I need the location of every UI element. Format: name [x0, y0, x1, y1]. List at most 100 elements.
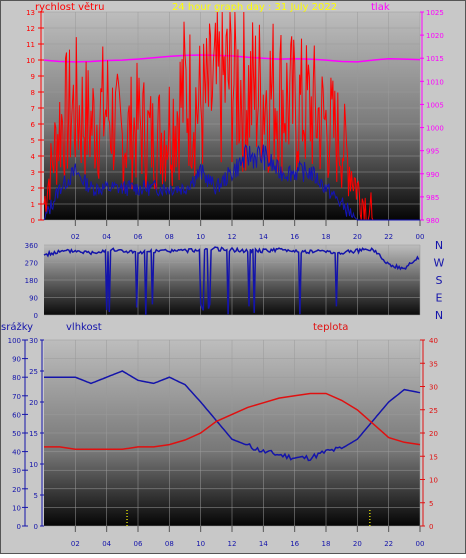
wind-gust-series [43, 11, 420, 221]
pressure-tick-label: 1020 [426, 32, 444, 40]
pressure-tick-label: 1025 [426, 9, 444, 17]
compass-label: W [434, 257, 445, 270]
wind-speed-tick-label: 10 [26, 57, 35, 65]
precip-tick-label: 50 [12, 430, 21, 438]
time-tick-label: 18 [322, 233, 331, 241]
wind-speed-tick-label: 2 [31, 185, 35, 193]
time-tick-label: 04 [102, 540, 111, 548]
direction-tick-label: 360 [25, 242, 38, 250]
pressure-tick-label: 990 [426, 171, 439, 179]
chart-title: 24 hour graph day : 31 July 2022 [172, 2, 337, 13]
temperature-tick-label: 40 [429, 337, 438, 345]
precip-tick-label: 70 [12, 393, 21, 401]
pressure-tick-label: 995 [426, 148, 439, 156]
wind-speed-label: rychlost větru [35, 1, 105, 13]
pressure-tick-label: 980 [426, 217, 439, 225]
time-tick-label: 12 [228, 540, 237, 548]
time-tick-label: 20 [353, 540, 362, 548]
precip-tick-label: 90 [12, 356, 21, 364]
time-tick-label: 14 [259, 540, 268, 548]
time-tick-label: 16 [290, 233, 299, 241]
time-tick-label: 10 [196, 540, 205, 548]
wind-speed-tick-label: 8 [31, 89, 35, 97]
time-tick-label: 20 [353, 233, 362, 241]
wind-direction-series [43, 246, 420, 315]
time-tick-label: 16 [290, 540, 299, 548]
direction-tick-label: 90 [29, 295, 38, 303]
wind-speed-tick-label: 3 [31, 169, 35, 177]
compass-label: N [435, 239, 443, 252]
compass-label: E [436, 292, 443, 305]
temperature-tick-label: 30 [429, 384, 438, 392]
humidity-tick-label: 20 [29, 399, 38, 407]
wind-speed-tick-label: 7 [31, 105, 35, 113]
wind-speed-tick-label: 12 [26, 25, 35, 33]
temperature-tick-label: 5 [429, 500, 433, 508]
temperature-series [44, 392, 421, 451]
wind-speed-tick-label: 5 [31, 137, 35, 145]
precip-tick-label: 60 [12, 411, 21, 419]
wind-average-series [43, 143, 420, 221]
temperature-tick-label: 15 [429, 453, 438, 461]
direction-tick-label: 180 [25, 277, 38, 285]
temperature-tick-label: 0 [429, 523, 433, 531]
wind-speed-tick-label: 13 [26, 9, 35, 17]
humidity-series [44, 370, 421, 462]
humidity-tick-label: 5 [34, 492, 38, 500]
pressure-series [43, 54, 421, 63]
humidity-tick-label: 10 [29, 461, 38, 469]
temperature-label: teplota [313, 322, 348, 333]
pressure-tick-label: 1010 [426, 78, 444, 86]
compass-label: S [436, 274, 443, 287]
wind-speed-tick-label: 6 [31, 121, 36, 129]
time-tick-label: 08 [165, 233, 174, 241]
temperature-axis: 0 5 10 15 20 25 30 35 40 [420, 337, 438, 531]
temperature-tick-label: 25 [429, 407, 438, 415]
time-tick-label: 00 [416, 540, 425, 548]
pressure-axis: 980 985 990 995 1000 1005 1010 1015 1020 1025 [420, 9, 444, 225]
time-tick-label: 00 [416, 233, 425, 241]
pressure-tick-label: 1005 [426, 101, 444, 109]
time-tick-label: 10 [196, 233, 205, 241]
time-tick-label: 18 [322, 540, 331, 548]
temperature-tick-label: 20 [429, 430, 438, 438]
precip-tick-label: 20 [12, 486, 21, 494]
wind-speed-tick-label: 11 [26, 41, 35, 49]
wind-direction-axis: 0 90 180 270 360 [25, 242, 38, 320]
wind-speed-tick-label: 4 [31, 153, 36, 161]
humidity-tick-label: 30 [29, 337, 38, 345]
direction-tick-label: 0 [34, 312, 38, 320]
wind-speed-tick-label: 1 [31, 201, 35, 209]
pressure-tick-label: 1000 [426, 125, 444, 133]
precip-tick-label: 0 [17, 523, 21, 531]
precip-tick-label: 40 [12, 449, 21, 457]
wind-speed-tick-label: 0 [31, 217, 35, 225]
precip-tick-label: 100 [8, 337, 21, 345]
time-tick-label: 08 [165, 540, 174, 548]
humidity-axis: 0 5 10 15 20 25 30 [29, 337, 44, 531]
precipitation-label: srážky [1, 321, 33, 333]
direction-tick-label: 270 [25, 260, 38, 268]
time-tick-label: 22 [384, 233, 393, 241]
wind-speed-tick-label: 9 [31, 73, 35, 81]
precipitation-axis: 0 10 20 30 40 50 60 70 80 90 100 [8, 337, 28, 531]
precip-tick-label: 10 [12, 504, 21, 512]
humidity-tick-label: 25 [29, 368, 38, 376]
time-tick-label: 12 [228, 233, 237, 241]
bottom-time-axis: 02 04 06 08 10 12 14 16 18 20 22 00 [71, 526, 425, 548]
temperature-tick-label: 35 [429, 360, 438, 368]
time-tick-label: 14 [259, 233, 268, 241]
time-tick-label: 02 [71, 233, 80, 241]
temperature-tick-label: 10 [429, 477, 438, 485]
time-tick-label: 22 [384, 540, 393, 548]
time-tick-label: 06 [134, 233, 143, 241]
top-time-axis: 02 04 06 08 10 12 14 16 18 20 22 00 [71, 220, 425, 241]
humidity-tick-label: 15 [29, 430, 38, 438]
precip-tick-label: 30 [12, 467, 21, 475]
pressure-label: tlak [371, 2, 390, 13]
pressure-tick-label: 985 [426, 194, 439, 202]
